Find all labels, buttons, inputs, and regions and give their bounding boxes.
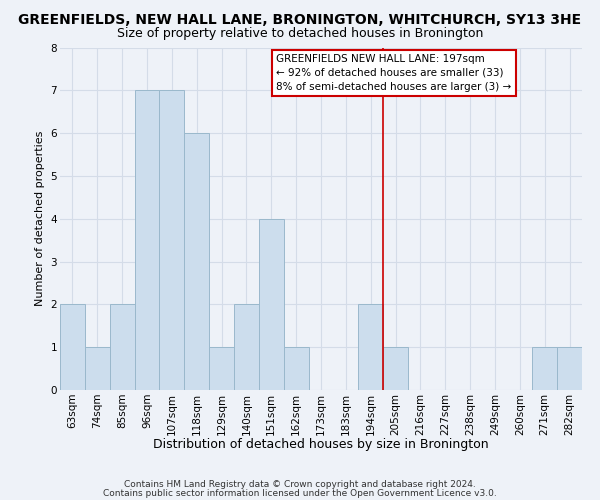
Bar bbox=[532, 347, 557, 390]
Text: Contains HM Land Registry data © Crown copyright and database right 2024.: Contains HM Land Registry data © Crown c… bbox=[124, 480, 476, 489]
Bar bbox=[209, 347, 234, 390]
Bar bbox=[60, 304, 85, 390]
Bar bbox=[85, 347, 110, 390]
Bar bbox=[557, 347, 582, 390]
Bar bbox=[284, 347, 308, 390]
Text: GREENFIELDS, NEW HALL LANE, BRONINGTON, WHITCHURCH, SY13 3HE: GREENFIELDS, NEW HALL LANE, BRONINGTON, … bbox=[19, 12, 581, 26]
Text: GREENFIELDS NEW HALL LANE: 197sqm
← 92% of detached houses are smaller (33)
8% o: GREENFIELDS NEW HALL LANE: 197sqm ← 92% … bbox=[276, 54, 512, 92]
Bar bbox=[259, 219, 284, 390]
Bar bbox=[383, 347, 408, 390]
Text: Contains public sector information licensed under the Open Government Licence v3: Contains public sector information licen… bbox=[103, 488, 497, 498]
Bar bbox=[184, 133, 209, 390]
Bar bbox=[358, 304, 383, 390]
Text: Size of property relative to detached houses in Bronington: Size of property relative to detached ho… bbox=[117, 28, 483, 40]
Bar bbox=[134, 90, 160, 390]
Bar bbox=[110, 304, 134, 390]
Bar bbox=[160, 90, 184, 390]
Y-axis label: Number of detached properties: Number of detached properties bbox=[35, 131, 45, 306]
X-axis label: Distribution of detached houses by size in Bronington: Distribution of detached houses by size … bbox=[153, 438, 489, 450]
Bar bbox=[234, 304, 259, 390]
